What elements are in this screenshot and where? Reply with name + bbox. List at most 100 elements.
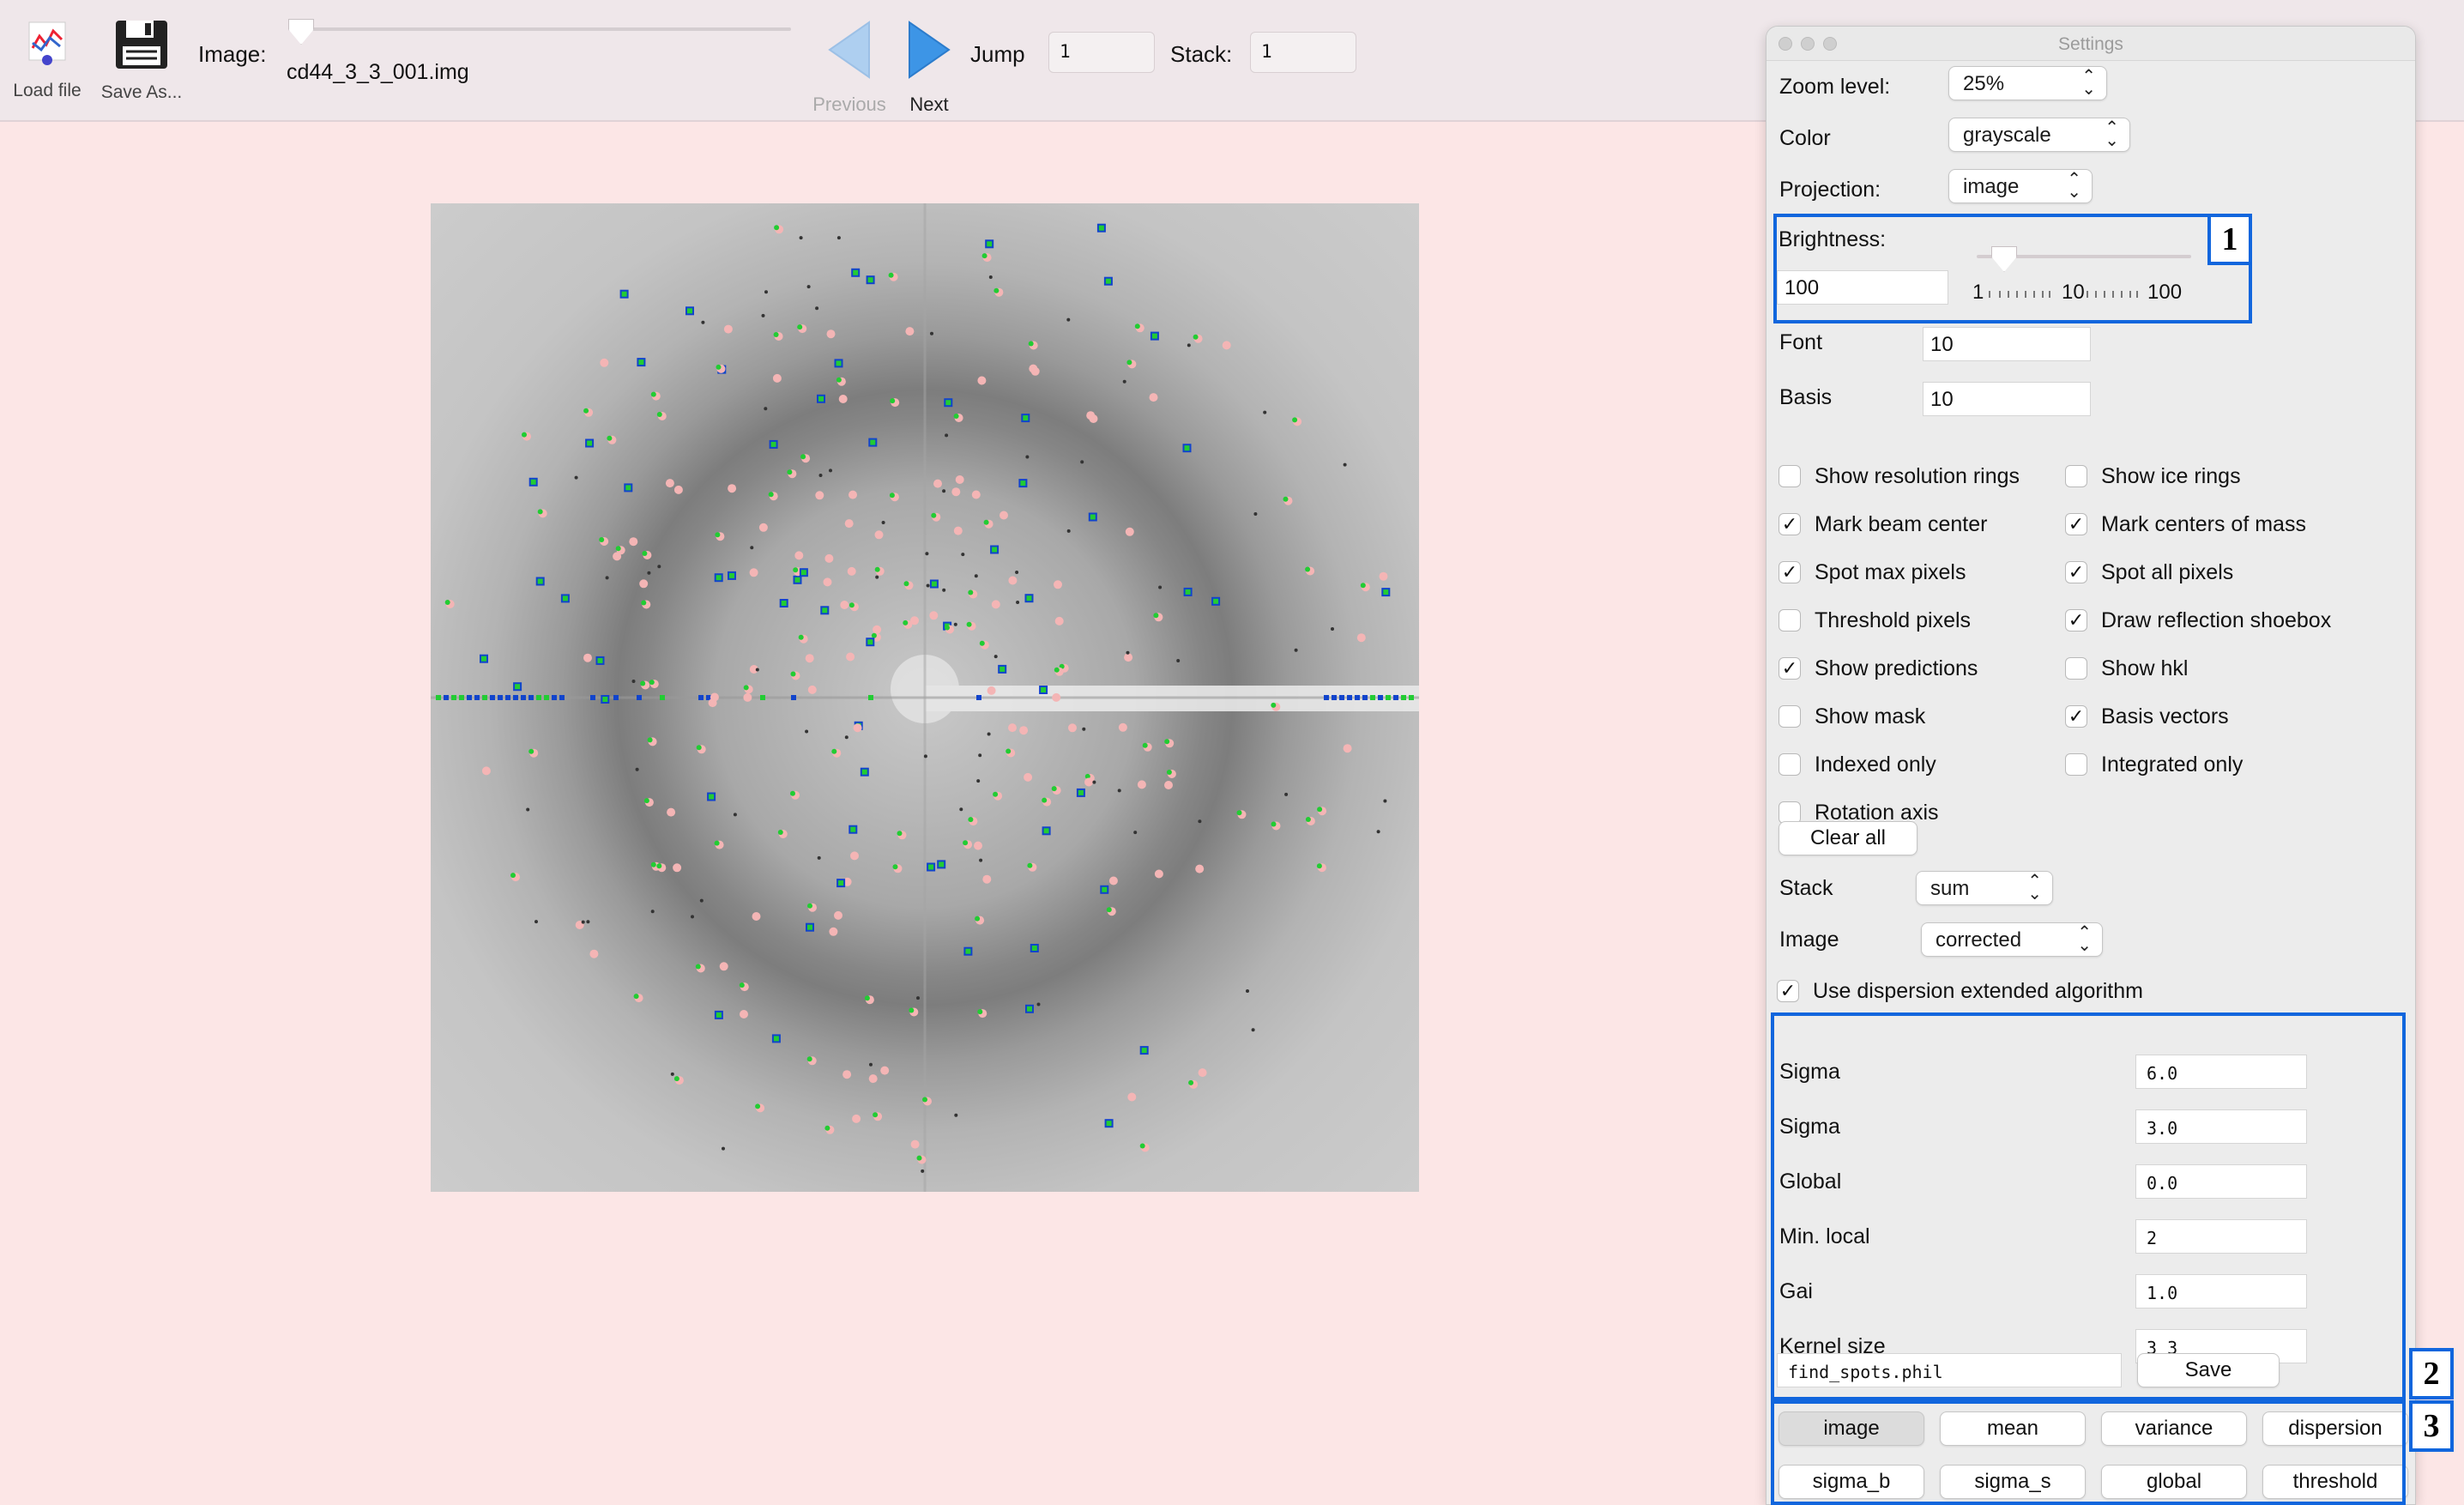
checkbox-spot-all-pixels[interactable]: ✓ Spot all pixels bbox=[2065, 559, 2233, 586]
param-input[interactable]: 3.0 bbox=[2135, 1109, 2307, 1144]
checkbox-spot-max-pixels[interactable]: ✓ Spot max pixels bbox=[1779, 559, 1966, 586]
view-button-image[interactable]: image bbox=[1779, 1411, 1924, 1446]
dark-pixel bbox=[733, 813, 737, 817]
spot-pixel-marker bbox=[922, 1097, 927, 1103]
basis-input[interactable]: 10 bbox=[1923, 382, 2091, 416]
image-mode-select[interactable]: corrected ⌃ ⌄ bbox=[1921, 922, 2103, 957]
checkbox-integrated-only[interactable]: Integrated only bbox=[2065, 751, 2243, 778]
spot-pixel-marker bbox=[831, 748, 837, 754]
spot-pixel-marker bbox=[916, 1155, 922, 1161]
param-label: Min. local bbox=[1779, 1224, 1870, 1248]
view-button-sigma-s[interactable]: sigma_s bbox=[1940, 1465, 2086, 1499]
checkbox-mark-beam-center[interactable]: ✓ Mark beam center bbox=[1779, 511, 1987, 538]
previous-button[interactable]: Previous bbox=[806, 19, 892, 116]
checkbox-draw-reflection-shoebox[interactable]: ✓ Draw reflection shoebox bbox=[2065, 607, 2331, 634]
clear-all-button[interactable]: Clear all bbox=[1779, 821, 1917, 855]
checkbox-check-icon: ✓ bbox=[1779, 561, 1801, 583]
shoebox-marker bbox=[601, 695, 610, 704]
dark-pixel bbox=[921, 1169, 925, 1173]
dark-pixel bbox=[869, 1062, 873, 1067]
shoebox-marker bbox=[1039, 686, 1048, 694]
spot-pixel-marker bbox=[695, 964, 701, 970]
view-button-dispersion[interactable]: dispersion bbox=[2262, 1411, 2408, 1446]
shoebox-marker bbox=[714, 573, 723, 583]
spot-pixel-marker bbox=[1142, 742, 1148, 748]
annotation-1: 1 bbox=[2207, 214, 2252, 265]
checkbox-show-hkl[interactable]: Show hkl bbox=[2065, 655, 2188, 682]
dark-pixel bbox=[953, 622, 957, 626]
hot-pixel-marker bbox=[1378, 695, 1383, 700]
prediction-marker bbox=[728, 484, 737, 493]
shoebox-marker bbox=[963, 946, 973, 956]
checkbox-check-icon bbox=[2065, 657, 2087, 680]
load-file-button[interactable]: Load file bbox=[0, 19, 94, 101]
close-window-icon[interactable] bbox=[1779, 37, 1792, 51]
view-button-mean[interactable]: mean bbox=[1940, 1411, 2086, 1446]
dispersion-extended-checkbox[interactable]: ✓ Use dispersion extended algorithm bbox=[1777, 977, 2143, 1005]
hot-pixel-marker bbox=[1393, 695, 1398, 700]
spot-markers bbox=[436, 223, 1414, 1173]
prediction-marker bbox=[873, 625, 882, 634]
save-as-button[interactable]: Save As... bbox=[94, 19, 189, 103]
spot-pixel-marker bbox=[963, 840, 969, 846]
view-button-global[interactable]: global bbox=[2101, 1465, 2247, 1499]
checkbox-rotation-axis[interactable]: Rotation axis bbox=[1779, 799, 1939, 826]
view-button-threshold[interactable]: threshold bbox=[2262, 1465, 2408, 1499]
checkbox-show-ice-rings[interactable]: Show ice rings bbox=[2065, 462, 2241, 490]
stack-mode-select[interactable]: sum ⌃ ⌄ bbox=[1916, 871, 2053, 905]
spot-pixel-marker bbox=[537, 509, 543, 515]
prediction-marker bbox=[1054, 580, 1062, 589]
checkbox-show-resolution-rings[interactable]: Show resolution rings bbox=[1779, 462, 2020, 490]
spot-pixel-marker bbox=[836, 377, 842, 383]
dark-pixel bbox=[974, 574, 978, 578]
checkbox-threshold-pixels[interactable]: Threshold pixels bbox=[1779, 607, 1971, 634]
brightness-tick-10: 10 bbox=[2062, 281, 2085, 304]
phil-file-input[interactable]: find_spots.phil bbox=[1777, 1353, 2122, 1387]
zoom-level-select[interactable]: 25% ⌃ ⌄ bbox=[1948, 66, 2107, 100]
checkbox-check-icon bbox=[1779, 753, 1801, 776]
param-input[interactable]: 6.0 bbox=[2135, 1055, 2307, 1089]
jump-input[interactable]: 1 bbox=[1048, 32, 1155, 73]
checkbox-check-icon: ✓ bbox=[1779, 513, 1801, 535]
projection-select[interactable]: image ⌃ ⌄ bbox=[1948, 169, 2093, 203]
save-floppy-icon bbox=[116, 21, 167, 69]
checkbox-mark-centers-of-mass[interactable]: ✓ Mark centers of mass bbox=[2065, 511, 2306, 538]
shoebox-marker bbox=[860, 767, 869, 777]
checkbox-label: Rotation axis bbox=[1815, 801, 1939, 825]
view-button-sigma-b[interactable]: sigma_b bbox=[1779, 1465, 1924, 1499]
view-button-variance[interactable]: variance bbox=[2101, 1411, 2247, 1446]
zoom-window-icon[interactable] bbox=[1823, 37, 1837, 51]
checkbox-show-predictions[interactable]: ✓ Show predictions bbox=[1779, 655, 1978, 682]
image-label: Image: bbox=[198, 41, 267, 67]
hot-pixel-marker bbox=[791, 695, 796, 700]
checkbox-show-mask[interactable]: Show mask bbox=[1779, 703, 1925, 730]
stack-input[interactable]: 1 bbox=[1250, 32, 1356, 73]
phil-save-button[interactable]: Save bbox=[2137, 1353, 2280, 1387]
hot-pixel-marker bbox=[444, 695, 449, 700]
prediction-marker bbox=[743, 692, 752, 702]
param-input[interactable]: 2 bbox=[2135, 1219, 2307, 1254]
next-button[interactable]: Next bbox=[886, 19, 972, 116]
minimize-window-icon[interactable] bbox=[1801, 37, 1815, 51]
image-slider-track[interactable] bbox=[288, 27, 791, 31]
shoebox-marker bbox=[560, 594, 570, 603]
checkbox-label: Show resolution rings bbox=[1815, 464, 2020, 488]
brightness-input[interactable]: 100 bbox=[1777, 270, 1948, 305]
checkbox-indexed-only[interactable]: Indexed only bbox=[1779, 751, 1936, 778]
hot-pixel-marker bbox=[521, 695, 526, 700]
brightness-slider-track[interactable] bbox=[1977, 255, 2191, 258]
prediction-marker bbox=[629, 537, 638, 547]
spot-pixel-marker bbox=[892, 864, 898, 870]
diffraction-image[interactable] bbox=[431, 203, 1419, 1192]
color-select[interactable]: grayscale ⌃ ⌄ bbox=[1948, 118, 2130, 152]
shoebox-marker bbox=[535, 577, 545, 586]
shoebox-marker bbox=[799, 568, 808, 577]
spot-pixel-marker bbox=[522, 432, 527, 438]
prediction-marker bbox=[805, 654, 814, 663]
param-input[interactable]: 1.0 bbox=[2135, 1274, 2307, 1309]
param-input[interactable]: 0.0 bbox=[2135, 1164, 2307, 1199]
font-input[interactable]: 10 bbox=[1923, 327, 2091, 361]
image-slider-thumb[interactable] bbox=[288, 19, 314, 45]
prediction-marker bbox=[1052, 692, 1061, 702]
checkbox-basis-vectors[interactable]: ✓ Basis vectors bbox=[2065, 703, 2229, 730]
